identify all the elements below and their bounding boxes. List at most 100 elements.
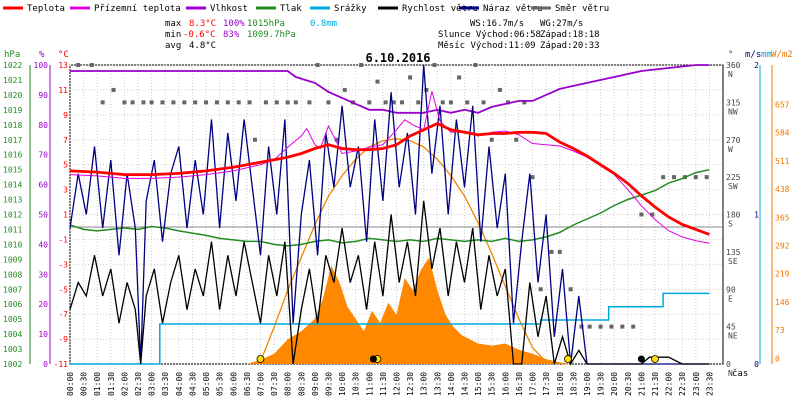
time-tick: 08:30: [297, 372, 306, 396]
time-tick: 22:30: [678, 372, 687, 396]
wind-dir-point: [693, 175, 698, 180]
chart-title: 6.10.2016: [365, 51, 430, 65]
legend-item: Rychlost větru: [378, 4, 478, 14]
ms-tick: 2: [754, 61, 759, 70]
deg-tick: 360: [726, 61, 741, 70]
axes: 1022102110201019101810171016101510141013…: [3, 61, 790, 396]
wind-dir-point: [367, 100, 372, 105]
wind-speed-line: [69, 200, 710, 366]
deg-axis-label: °: [728, 50, 733, 60]
time-tick: 12:30: [406, 372, 415, 396]
pct-tick: 30: [38, 270, 48, 279]
time-tick: 17:00: [529, 372, 538, 396]
time-tick: 00:30: [80, 372, 89, 396]
wind-dir-point: [214, 100, 219, 105]
wind-dir-point: [171, 100, 176, 105]
legend-item: Teplota: [3, 4, 65, 14]
temperature-line: [69, 122, 710, 236]
time-tick: 16:30: [515, 372, 524, 396]
time-tick: 05:00: [202, 372, 211, 396]
dir-tick: E: [728, 294, 733, 303]
c-tick: 13: [58, 61, 68, 70]
time-tick: 07:00: [256, 372, 265, 396]
wind-dir-point: [522, 100, 527, 105]
hpa-tick: 1008: [3, 270, 22, 279]
time-tick: 12:00: [393, 372, 402, 396]
wind-dir-point: [359, 63, 364, 67]
wind-dir-point: [342, 87, 347, 92]
wind-dir-point: [204, 100, 209, 105]
solar-theoretical-line: [258, 138, 568, 365]
c-tick: -7: [58, 310, 68, 319]
c-tick: -11: [54, 360, 69, 369]
legend: Teplota Přízemní teplota Vlhkost Tlak Srážky…: [3, 4, 609, 14]
wind-dir-point: [530, 175, 535, 180]
wind-dir-point: [568, 287, 573, 292]
legend-item: Směr větru: [531, 4, 609, 14]
wind-dir-point: [236, 100, 241, 105]
time-tick: 18:00: [556, 372, 565, 396]
time-tick: 04:00: [175, 372, 184, 396]
c-tick: 11: [58, 86, 68, 95]
wind-dir-point: [514, 137, 519, 142]
c-tick: 3: [63, 186, 68, 195]
dir-tick: N: [728, 70, 733, 79]
plot-area: [69, 63, 710, 366]
time-tick: 03:00: [148, 372, 157, 396]
time-tick: 05:30: [216, 372, 225, 396]
pressure-line: [69, 168, 710, 247]
wind-dir-point: [263, 100, 268, 105]
hpa-tick: 1011: [3, 225, 22, 234]
time-tick: 11:30: [379, 372, 388, 396]
ms-tick: 1: [754, 211, 759, 220]
stats-moonrise: Měsíc Východ:11:09: [438, 41, 536, 51]
wind-dir-point: [549, 249, 554, 254]
stats-sunrise: Slunce Východ:06:58: [438, 30, 541, 40]
wind-dir-point: [100, 100, 105, 105]
hpa-tick: 1002: [3, 360, 22, 369]
stats-sunset: Západ:18:18: [540, 30, 600, 40]
stats-moonset: Západ:20:33: [540, 41, 600, 51]
wind-dir-point: [489, 137, 494, 142]
hpa-tick: 1007: [3, 285, 22, 294]
hpa-axis-label: hPa: [4, 50, 20, 60]
time-tick: 18:30: [569, 372, 578, 396]
wind-dir-point: [538, 287, 543, 292]
time-tick: 13:00: [420, 372, 429, 396]
wind-dir-point: [440, 100, 445, 105]
wind-dir-point: [473, 63, 478, 67]
time-tick: 11:00: [365, 372, 374, 396]
time-tick: 15:30: [488, 372, 497, 396]
wm2-tick: 292: [775, 242, 790, 251]
time-tick: 08:00: [284, 372, 293, 396]
legend-item: Přízemní teplota: [70, 4, 181, 14]
time-tick: 03:30: [161, 372, 170, 396]
dir-tick: NE: [728, 332, 738, 341]
deg-tick: 225: [726, 173, 741, 182]
wind-dir-point: [424, 87, 429, 92]
hpa-tick: 1014: [3, 181, 22, 190]
c-tick: 1: [63, 211, 68, 220]
mm-axis-label: mm: [761, 50, 772, 60]
wm2-tick: 146: [775, 298, 790, 307]
c-tick: -5: [58, 285, 68, 294]
hpa-tick: 1010: [3, 240, 22, 249]
grid: [69, 64, 724, 365]
hpa-tick: 1004: [3, 330, 22, 339]
time-tick: 14:00: [447, 372, 456, 396]
sun-marker: [564, 355, 572, 363]
time-tick: 20:00: [610, 372, 619, 396]
legend-item: Srážky: [310, 4, 367, 14]
time-tick: 23:30: [705, 372, 714, 396]
dir-tick: NW: [728, 107, 738, 116]
wind-dir-point: [141, 100, 146, 105]
wind-dir-point: [704, 175, 709, 180]
deg-tick: 135: [726, 248, 741, 257]
wind-dir-point: [408, 75, 413, 80]
c-tick: 5: [63, 161, 68, 170]
c-tick: 9: [63, 111, 68, 120]
time-tick: 06:30: [243, 372, 252, 396]
hpa-tick: 1005: [3, 315, 22, 324]
legend-label: Tlak: [280, 4, 302, 14]
